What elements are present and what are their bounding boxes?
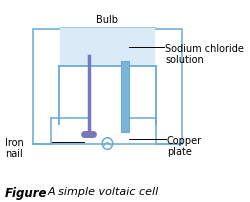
Bar (33, 29, 182, 144)
Text: A simple voltaic cell: A simple voltaic cell (48, 187, 159, 197)
Text: Figure: Figure (5, 187, 48, 200)
Text: Copper
plate: Copper plate (167, 136, 202, 157)
Text: Sodium chloride
solution: Sodium chloride solution (165, 44, 244, 65)
Text: Iron
nail: Iron nail (5, 138, 24, 159)
Bar (60, 27, 155, 65)
Bar (120, 61, 129, 132)
Text: Bulb: Bulb (96, 15, 118, 25)
